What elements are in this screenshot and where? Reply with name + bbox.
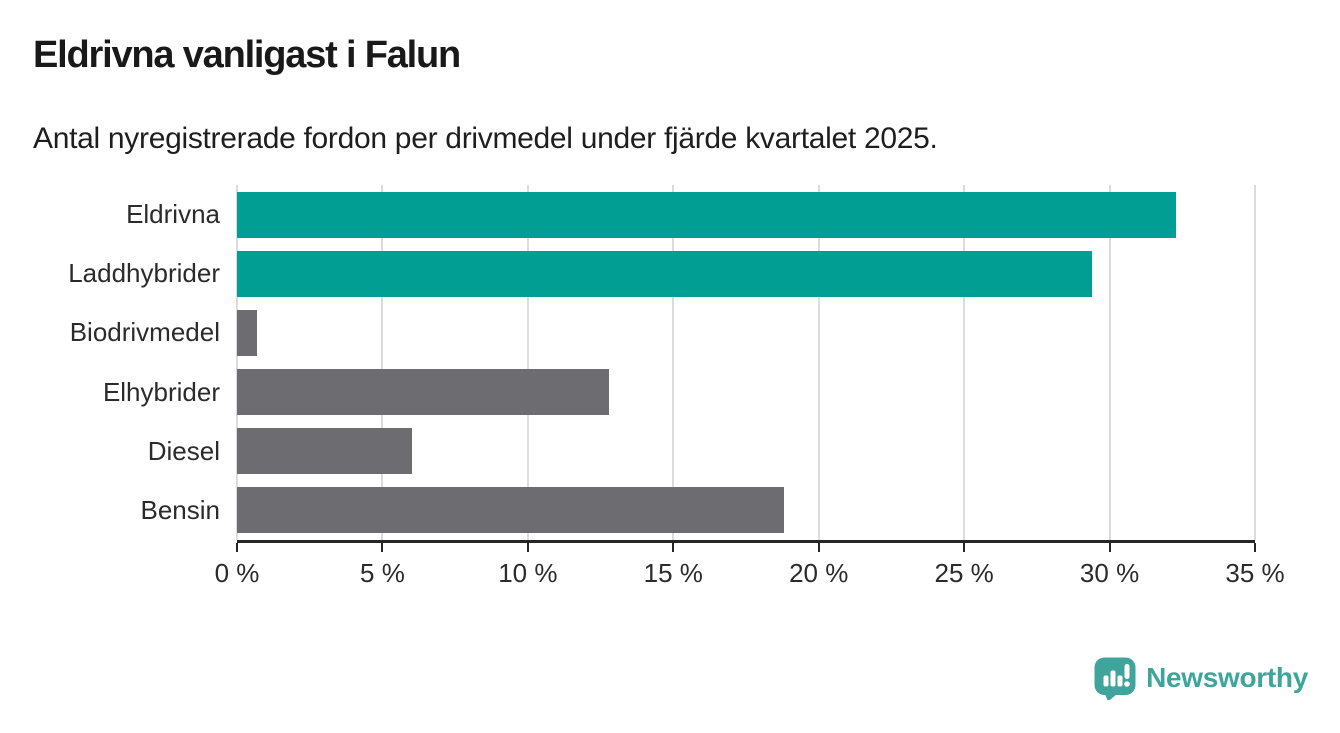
x-tick	[1254, 543, 1256, 552]
bar-laddhybrider	[237, 250, 1093, 297]
x-axis-line	[237, 540, 1255, 543]
bar-track	[237, 244, 1255, 303]
category-label-diesel: Diesel	[147, 435, 220, 466]
newsworthy-logo-icon	[1094, 657, 1136, 700]
chart-subtitle: Antal nyregistrerade fordon per drivmede…	[33, 122, 938, 155]
x-tick-label: 25 %	[934, 558, 994, 588]
bar-track	[237, 185, 1255, 244]
x-tick-label: 35 %	[1225, 558, 1285, 588]
gridline	[817, 185, 820, 540]
category-label-laddhybrider: Laddhybrider	[68, 258, 220, 289]
gridline	[236, 185, 238, 540]
bar-bensin	[237, 487, 784, 534]
x-tick	[1108, 543, 1111, 552]
category-label-eldrivna: Eldrivna	[126, 199, 220, 230]
bar-track	[237, 481, 1255, 540]
x-tick	[526, 543, 529, 552]
x-tick-label: 20 %	[789, 558, 849, 588]
bar-eldrivna	[237, 191, 1177, 238]
bar-row: Elhybrider	[0, 363, 1255, 422]
bar-row: Eldrivna	[0, 185, 1255, 244]
gridline	[963, 185, 966, 540]
x-tick-label: 30 %	[1079, 558, 1140, 588]
chart-title: Eldrivna vanligast i Falun	[33, 34, 461, 76]
gridline	[1254, 185, 1256, 540]
bar-track	[237, 363, 1255, 422]
bar-row: Biodrivmedel	[0, 303, 1255, 362]
gridline	[381, 185, 384, 540]
x-tick-label: 0 %	[214, 558, 260, 588]
bar-chart: Eldrivna Laddhybrider Biodrivmedel Elhybrid…	[0, 185, 1340, 605]
bar-biodrivmedel	[237, 309, 258, 356]
bar-row: Bensin	[0, 481, 1255, 540]
bar-row: Laddhybrider	[0, 244, 1255, 303]
x-tick	[381, 543, 384, 552]
x-tick	[236, 543, 238, 552]
gridline	[1108, 185, 1111, 540]
x-tick	[963, 543, 966, 552]
bar-row: Diesel	[0, 422, 1255, 481]
category-label-bensin: Bensin	[140, 494, 221, 525]
x-tick-label: 10 %	[498, 558, 558, 588]
newsworthy-logo: Newsworthy	[1093, 656, 1308, 700]
gridline	[672, 185, 675, 540]
gridline	[526, 185, 529, 540]
bar-diesel	[237, 428, 412, 475]
category-label-biodrivmedel: Biodrivmedel	[69, 317, 220, 348]
x-tick-label: 5 %	[360, 558, 405, 588]
bar-track	[237, 303, 1255, 362]
x-tick-label: 15 %	[643, 558, 703, 588]
x-tick	[672, 543, 675, 552]
gridlines	[236, 185, 1256, 540]
x-tick	[817, 543, 820, 552]
bar-elhybrider	[237, 369, 610, 416]
category-label-elhybrider: Elhybrider	[102, 376, 220, 407]
bar-track	[237, 422, 1255, 481]
newsworthy-logo-text: Newsworthy	[1146, 662, 1308, 693]
x-axis: 0 % 5 % 10 % 15 % 20 % 25 % 30 % 35 %	[215, 540, 1285, 604]
bar-rows: Eldrivna Laddhybrider Biodrivmedel Elhybrid…	[0, 185, 1255, 540]
